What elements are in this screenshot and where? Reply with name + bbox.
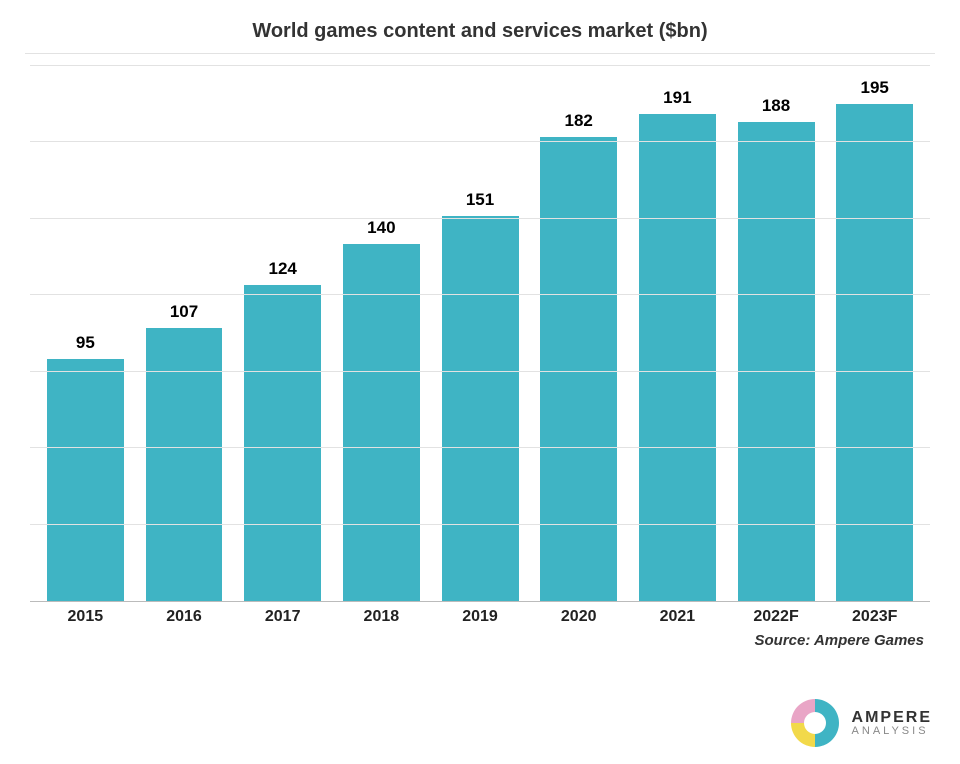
x-tick-label: 2017 <box>233 608 332 626</box>
x-tick-label: 2019 <box>431 608 530 626</box>
bar-value-label: 188 <box>762 96 790 116</box>
bar-slot: 191 <box>628 66 727 601</box>
bar-slot: 195 <box>825 66 924 601</box>
bar-slot: 124 <box>233 66 332 601</box>
bar-value-label: 191 <box>663 88 691 108</box>
bar-value-label: 107 <box>170 302 198 322</box>
bar <box>540 137 617 601</box>
bar-slot: 107 <box>135 66 234 601</box>
bar-value-label: 95 <box>76 333 95 353</box>
bar <box>738 122 815 601</box>
bar-slot: 140 <box>332 66 431 601</box>
x-axis: 20152016201720182019202020212022F2023F <box>30 602 930 626</box>
bar-value-label: 195 <box>861 78 889 98</box>
bar <box>836 104 913 601</box>
grid-line <box>30 447 930 448</box>
bar <box>47 359 124 601</box>
x-tick-label: 2016 <box>135 608 234 626</box>
bar-slot: 151 <box>431 66 530 601</box>
grid-line <box>30 524 930 525</box>
brand-logo-icon <box>788 696 842 750</box>
bar <box>146 328 223 601</box>
logo-inner <box>804 712 826 734</box>
x-tick-label: 2020 <box>529 608 628 626</box>
grid-line <box>30 65 930 66</box>
plot-area: 95 107 124 140 151 182 191 188 195 <box>30 66 930 602</box>
bar <box>442 216 519 601</box>
bar <box>639 114 716 601</box>
chart-container: World games content and services market … <box>0 0 960 764</box>
x-tick-label: 2021 <box>628 608 727 626</box>
bar-value-label: 140 <box>367 218 395 238</box>
x-tick-label: 2018 <box>332 608 431 626</box>
x-tick-label: 2023F <box>825 608 924 626</box>
brand-logo-text: AMPERE ANALYSIS <box>852 709 932 737</box>
bar-value-label: 182 <box>565 111 593 131</box>
x-tick-label: 2015 <box>36 608 135 626</box>
grid-line <box>30 141 930 142</box>
x-tick-label: 2022F <box>727 608 826 626</box>
bar-slot: 182 <box>529 66 628 601</box>
grid-line <box>30 294 930 295</box>
brand-subline: ANALYSIS <box>852 725 932 737</box>
chart-title: World games content and services market … <box>20 20 940 43</box>
bars-group: 95 107 124 140 151 182 191 188 195 <box>30 66 930 601</box>
bar <box>244 285 321 601</box>
bar-slot: 188 <box>727 66 826 601</box>
brand-logo: AMPERE ANALYSIS <box>788 696 932 750</box>
bar-value-label: 124 <box>268 259 296 279</box>
grid-line <box>30 218 930 219</box>
title-divider <box>25 53 935 54</box>
grid-line <box>30 371 930 372</box>
source-text: Source: Ampere Games <box>20 632 924 649</box>
bar <box>343 244 420 601</box>
bar-value-label: 151 <box>466 190 494 210</box>
bar-slot: 95 <box>36 66 135 601</box>
